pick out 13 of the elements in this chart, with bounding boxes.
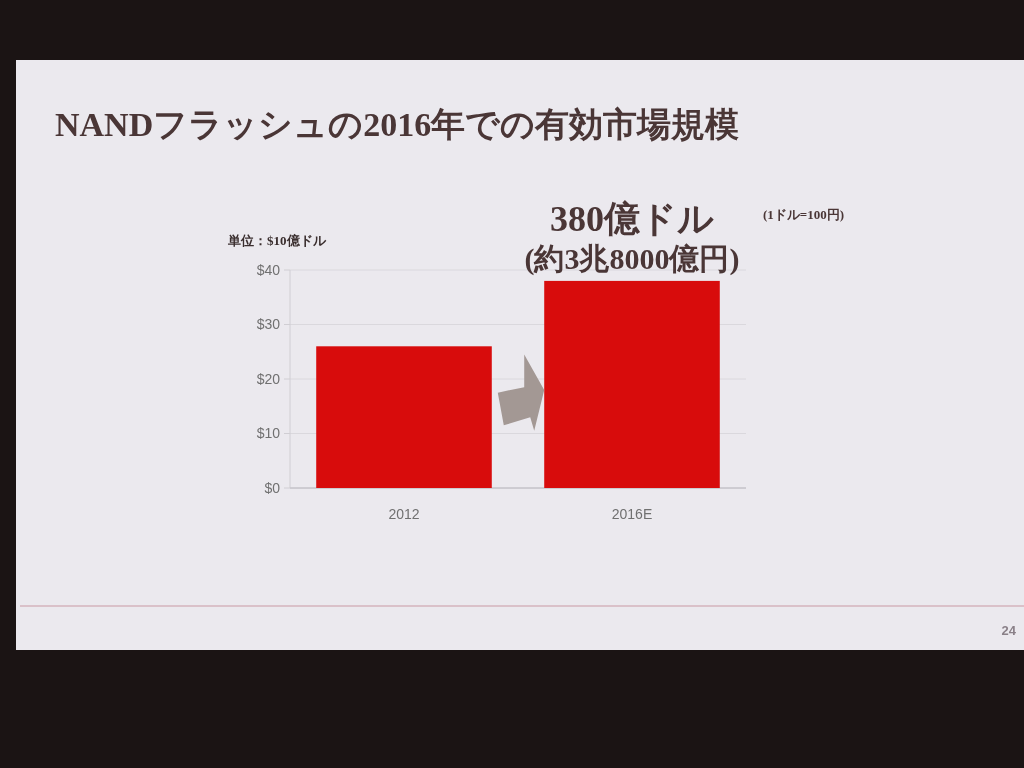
text: 24: [1001, 623, 1017, 638]
y-tick-label: $30: [256, 316, 281, 333]
text: (1ドル=100円): [763, 207, 845, 222]
annotation: (約3兆8000億円): [524, 241, 740, 276]
y-tick-label: $20: [256, 370, 281, 387]
annotation: 380億ドル: [550, 198, 714, 239]
y-tick-label: $40: [256, 261, 281, 278]
chart-title: NANDフラッシュの2016年での有効市場規模: [55, 106, 740, 143]
x-tick-label: 2012: [388, 506, 420, 522]
y-tick-label: $10: [256, 425, 281, 442]
y-tick-label: $0: [264, 479, 281, 496]
y-axis-title: 単位：$10億ドル: [227, 233, 327, 248]
x-tick-label: 2016E: [611, 506, 653, 522]
